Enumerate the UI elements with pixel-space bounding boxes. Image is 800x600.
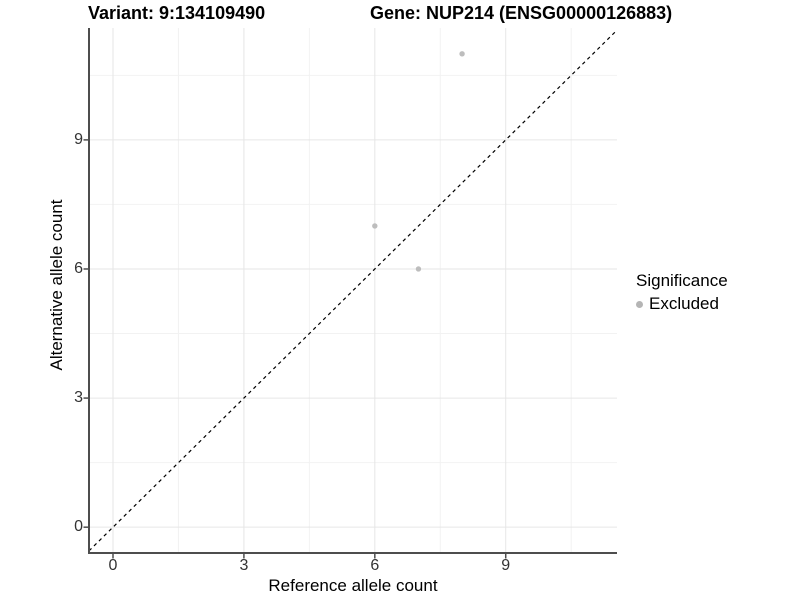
y-tick-label-0: 0 [74, 518, 83, 536]
legend-title: Significance [636, 271, 728, 290]
x-tick-label-6: 6 [370, 557, 380, 574]
y-tick-label-9: 9 [74, 130, 83, 148]
x-tick-label-9: 9 [501, 557, 511, 574]
legend-item-excluded: Excluded [636, 294, 728, 314]
x-axis-title: Reference allele count [268, 576, 438, 595]
x-tick-label-0: 0 [108, 557, 118, 574]
y-tick-label-6: 6 [74, 259, 83, 277]
plot-title-gene: Gene: NUP214 (ENSG00000126883) [370, 3, 673, 23]
legend-point-swatch-icon [636, 300, 643, 308]
y-tick-label-3: 3 [74, 389, 83, 407]
legend-item-label: Excluded [649, 294, 719, 313]
x-tick-label-3: 3 [239, 557, 249, 574]
legend: Significance Excluded [636, 271, 728, 314]
plot-title-variant: Variant: 9:134109490 [88, 3, 266, 23]
y-axis-title: Alternative allele count [47, 199, 66, 371]
